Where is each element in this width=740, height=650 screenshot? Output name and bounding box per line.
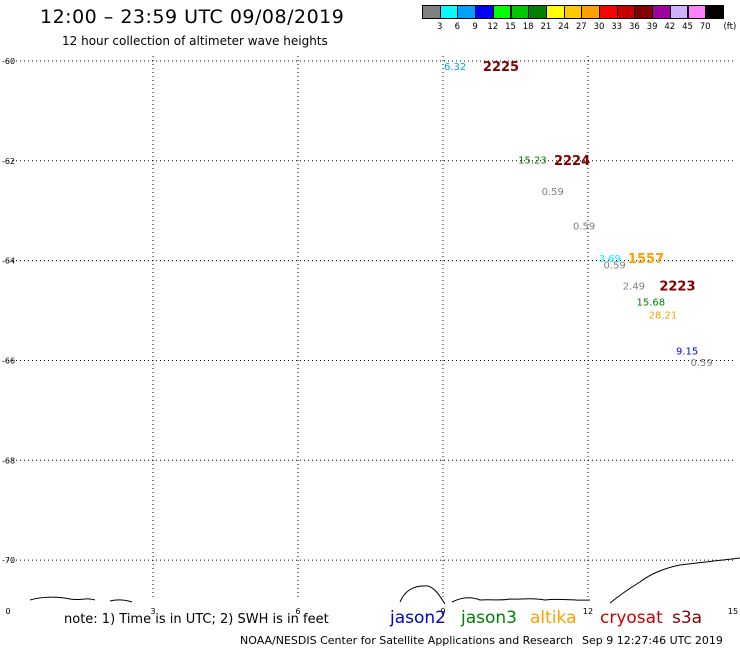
coastline <box>29 557 740 605</box>
colorbar-label: 45 <box>682 22 693 32</box>
colorbar-label: 15 <box>505 22 516 32</box>
y-tick-label: -64 <box>2 257 15 266</box>
colorbar-label: 12 <box>487 22 499 32</box>
y-tick-label: -60 <box>2 57 15 66</box>
colorbar-label: 70 <box>699 22 711 32</box>
axis-ticks: 0 3 6 9 12 15 -60 -62 -64 -66 -68 -70 <box>2 57 738 616</box>
credit-text: NOAA/NESDIS Center for Satellite Applica… <box>240 634 574 647</box>
map-title: 12:00 – 23:59 UTC 09/08/2019 <box>40 6 345 28</box>
x-tick-label: 15 <box>728 607 738 616</box>
legend-altika: altika <box>530 608 577 628</box>
wave-height-value: 6.32 <box>444 62 466 73</box>
pass-number-label: 2225 <box>483 60 519 75</box>
wave-height-value: 15.68 <box>637 298 666 309</box>
colorbar-label: 33 <box>611 22 623 32</box>
wave-height-value: 9.15 <box>676 346 698 357</box>
wave-height-value: 28.21 <box>649 311 678 322</box>
colorbar-label: 39 <box>646 22 658 32</box>
legend-jason3: jason3 <box>461 608 517 628</box>
x-tick-label: 12 <box>583 607 593 616</box>
colorbar-label: 9 <box>472 22 478 32</box>
legend-s3a: s3a <box>672 608 703 628</box>
y-tick-label: -62 <box>2 157 15 166</box>
generated-timestamp: Sep 9 12:27:46 UTC 2019 <box>582 634 723 647</box>
wave-height-value: 3.69 <box>599 254 621 265</box>
wave-height-value: 0.59 <box>542 187 564 198</box>
wave-height-values: 6.3215.230.590.593.690.592.4915.6828.219… <box>444 62 713 369</box>
legend-jason2: jason2 <box>390 608 446 628</box>
wave-height-value: 0.59 <box>573 222 595 233</box>
y-tick-label: -70 <box>2 556 15 565</box>
grid-lines <box>8 56 733 600</box>
x-tick-label: 9 <box>440 607 445 616</box>
x-tick-label: 0 <box>5 607 10 616</box>
map-subtitle: 12 hour collection of altimeter wave hei… <box>62 34 328 48</box>
colorbar-label: 27 <box>575 22 587 32</box>
wave-height-value: 2.49 <box>623 282 645 293</box>
colorbar-unit: (ft) <box>723 22 737 32</box>
pass-number-label: 2223 <box>659 280 695 295</box>
wave-height-value: 0.59 <box>690 358 712 369</box>
colorbar-label: 6 <box>454 22 461 32</box>
pass-number-label: 1557 <box>628 252 664 267</box>
footer-note: note: 1) Time is in UTC; 2) SWH is in fe… <box>64 612 329 627</box>
pass-labels: 2225 2224 1557 2223 <box>483 60 696 295</box>
y-tick-label: -68 <box>2 456 15 465</box>
colorbar-label: 42 <box>664 22 676 32</box>
colorbar-label: 36 <box>628 22 640 32</box>
x-tick-label: 3 <box>150 607 155 616</box>
colorbar-swatch <box>705 5 724 19</box>
pass-number-label: 2224 <box>554 154 590 169</box>
colorbar-label: 21 <box>540 22 552 32</box>
x-tick-label: 6 <box>295 607 300 616</box>
wave-height-value: 0.59 <box>603 261 625 272</box>
colorbar-label: 18 <box>522 22 534 32</box>
colorbar-label: 30 <box>593 22 605 32</box>
legend-cryosat: cryosat <box>600 608 663 628</box>
colorbar-label: 24 <box>558 22 570 32</box>
y-tick-label: -66 <box>2 356 15 365</box>
wave-height-value: 15.23 <box>518 155 547 166</box>
colorbar-label: 3 <box>436 22 443 32</box>
